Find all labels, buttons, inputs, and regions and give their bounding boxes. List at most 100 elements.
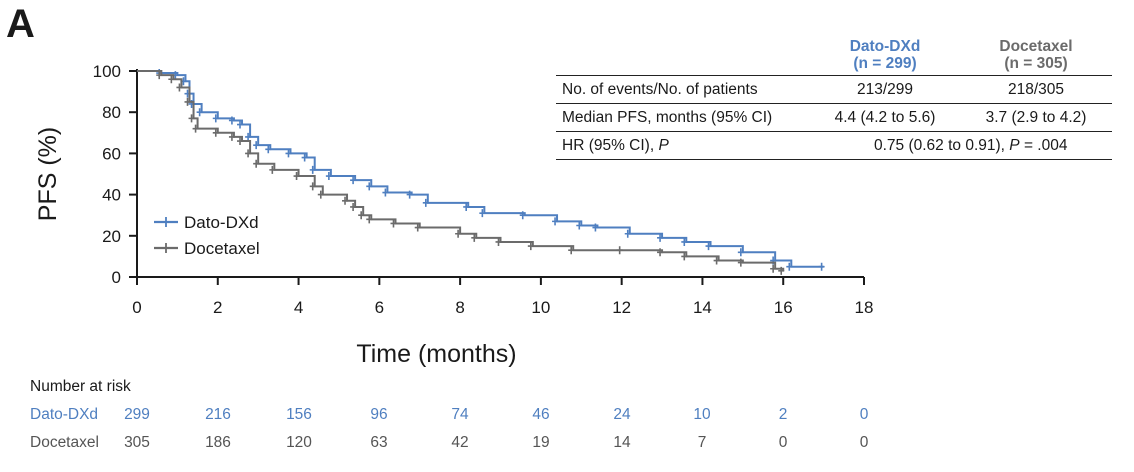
censor-mark [705, 242, 712, 251]
risk-value: 74 [451, 406, 469, 423]
censor-mark [657, 233, 664, 242]
risk-value: 7 [697, 434, 707, 451]
risk-value: 299 [124, 406, 150, 423]
censor-mark [778, 266, 785, 275]
censor-mark [184, 97, 191, 106]
censor-mark [366, 215, 373, 224]
x-tick-label: 4 [294, 298, 303, 317]
y-tick-label: 20 [102, 227, 121, 246]
x-tick-label: 6 [375, 298, 384, 317]
censor-mark [390, 219, 397, 228]
censor-mark [317, 190, 324, 199]
risk-value: 0 [778, 434, 788, 451]
censor-mark [471, 233, 478, 242]
stats-header-doce-n: (n = 305) [1004, 55, 1068, 72]
censor-mark [245, 149, 252, 158]
censor-mark [228, 116, 235, 125]
risk-value: 19 [532, 434, 550, 451]
censor-mark [422, 198, 429, 207]
risk-value: 24 [613, 406, 631, 423]
series-line-docetaxel [137, 70, 785, 271]
risk-value: 63 [370, 434, 388, 451]
y-tick-label: 100 [93, 62, 121, 81]
censor-mark [212, 128, 219, 137]
censor-mark [269, 165, 276, 174]
stats-header-doce-name: Docetaxel [999, 38, 1073, 55]
stats-table: Dato-DXd (n = 299) Docetaxel (n = 305) N… [556, 34, 1112, 160]
risk-value: 0 [859, 406, 869, 423]
x-tick-label: 2 [213, 298, 222, 317]
censor-mark [770, 264, 777, 273]
x-axis-label: Time (months) [356, 340, 516, 368]
censor-mark [818, 262, 825, 271]
censor-mark [237, 137, 244, 146]
stats-row-label: No. of events/No. of patients [556, 75, 810, 104]
risk-value: 2 [778, 406, 788, 423]
x-tick-label: 0 [132, 298, 141, 317]
risk-value: 216 [205, 406, 231, 423]
censor-mark [188, 114, 195, 123]
censor-mark [358, 211, 365, 220]
censor-mark [301, 153, 308, 162]
censor-mark [786, 262, 793, 271]
censor-mark [519, 211, 526, 220]
censor-mark [552, 217, 559, 226]
censor-mark [309, 182, 316, 191]
censor-mark [616, 246, 623, 255]
censor-mark [495, 237, 502, 246]
censor-mark [737, 258, 744, 267]
risk-value: 186 [205, 434, 231, 451]
risk-row-label: Docetaxel [30, 434, 99, 451]
censor-mark [737, 248, 744, 257]
stats-row-label: Median PFS, months (95% CI) [556, 103, 810, 132]
stats-dato-value: 213/299 [810, 75, 960, 104]
censor-mark [527, 242, 534, 251]
censor-mark [156, 71, 163, 80]
censor-mark [265, 145, 272, 154]
censor-mark [366, 182, 373, 191]
y-tick-label: 80 [102, 103, 121, 122]
stats-dato-value: 4.4 (4.2 to 5.6) [810, 103, 960, 132]
stats-header-doce: Docetaxel (n = 305) [960, 34, 1112, 76]
censor-mark [713, 256, 720, 265]
x-tick-label: 14 [693, 298, 712, 317]
censor-mark [196, 108, 203, 117]
censor-mark [350, 202, 357, 211]
y-axis-label: PFS (%) [34, 127, 62, 221]
censor-mark [568, 246, 575, 255]
censor-mark [192, 124, 199, 133]
censor-mark [681, 237, 688, 246]
censor-mark [592, 223, 599, 232]
y-tick-label: 60 [102, 144, 121, 163]
stats-hr-value: 0.75 (0.62 to 0.91), P = .004 [810, 131, 1112, 160]
censor-mark [455, 229, 462, 238]
censor-mark [212, 114, 219, 123]
risk-value: 46 [532, 406, 550, 423]
stats-row-hr: HR (95% CI), P 0.75 (0.62 to 0.91), P = … [556, 131, 1112, 160]
censor-mark [463, 202, 470, 211]
censor-mark [657, 248, 664, 257]
stats-doce-value: 218/305 [960, 75, 1112, 104]
legend-label: Docetaxel [184, 239, 260, 258]
censor-mark [681, 252, 688, 261]
series-line-dato-dxd [137, 70, 824, 268]
x-tick-label: 10 [531, 298, 550, 317]
censor-mark [382, 188, 389, 197]
risk-value: 42 [451, 434, 469, 451]
stats-row-median: Median PFS, months (95% CI) 4.4 (4.2 to … [556, 103, 1112, 132]
risk-value: 156 [286, 406, 312, 423]
censor-mark [342, 196, 349, 205]
stats-doce-value: 3.7 (2.9 to 4.2) [960, 103, 1112, 132]
legend-label: Dato-DXd [184, 213, 259, 232]
risk-value: 305 [124, 434, 150, 451]
censor-mark [406, 190, 413, 199]
risk-value: 120 [286, 434, 312, 451]
stats-header-dato-n: (n = 299) [853, 55, 917, 72]
censor-mark [245, 132, 252, 141]
risk-row-label: Dato-DXd [30, 406, 99, 423]
x-tick-label: 16 [774, 298, 793, 317]
risk-value: 14 [613, 434, 631, 451]
stats-header-dato: Dato-DXd (n = 299) [810, 34, 960, 76]
y-tick-label: 40 [102, 186, 121, 205]
censor-mark [576, 221, 583, 230]
